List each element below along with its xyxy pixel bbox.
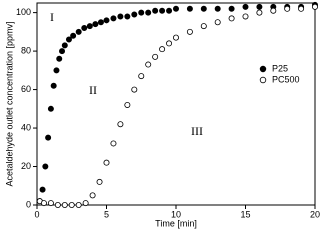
data-point (86, 23, 93, 30)
legend-marker (259, 76, 267, 84)
data-point (228, 15, 235, 22)
data-point (131, 86, 138, 93)
data-point (110, 140, 117, 147)
data-point (39, 186, 46, 193)
legend-label: PC500 (272, 74, 300, 84)
data-point (117, 121, 124, 128)
data-point (159, 46, 166, 53)
x-tick-label: 15 (240, 209, 250, 219)
data-point (159, 7, 166, 14)
y-axis-label: Acetaldehyde outlet concentration [ppmv] (4, 21, 14, 186)
data-point (256, 3, 263, 10)
data-point (53, 67, 60, 74)
data-point (70, 32, 77, 39)
data-point (65, 36, 72, 43)
data-point (54, 201, 61, 208)
x-tick-label: 0 (34, 209, 39, 219)
y-tick-label: 100 (16, 7, 31, 17)
data-point (42, 163, 49, 170)
data-point (97, 19, 104, 26)
data-point (124, 101, 131, 108)
data-point (214, 5, 221, 12)
data-point (166, 40, 173, 47)
data-point (110, 15, 117, 22)
data-point (242, 3, 249, 10)
data-point (61, 42, 68, 49)
data-point (59, 48, 66, 55)
data-point (152, 53, 159, 60)
data-point (172, 5, 179, 12)
data-point (242, 13, 249, 20)
legend-label: P25 (272, 63, 288, 73)
data-point (117, 13, 124, 20)
x-tick-label: 20 (310, 209, 320, 219)
data-point (200, 5, 207, 12)
data-point (311, 3, 318, 10)
data-point (131, 11, 138, 18)
data-point (214, 19, 221, 26)
data-point (270, 7, 277, 14)
annotation: II (89, 83, 97, 97)
y-tick-label: 0 (26, 199, 31, 209)
data-point (68, 201, 75, 208)
data-point (103, 17, 110, 24)
data-point (186, 28, 193, 35)
data-point (40, 200, 47, 207)
y-tick-label: 60 (21, 84, 31, 94)
y-tick-label: 20 (21, 161, 31, 171)
data-point (256, 9, 263, 16)
data-point (47, 105, 54, 112)
data-point (152, 7, 159, 14)
data-point (50, 82, 57, 89)
data-point (61, 201, 68, 208)
data-point (45, 134, 52, 141)
data-point (75, 28, 82, 35)
data-point (284, 5, 291, 12)
data-point (96, 178, 103, 185)
y-tick-label: 40 (21, 122, 31, 132)
data-point (200, 23, 207, 30)
data-point (166, 7, 173, 14)
data-point (75, 201, 82, 208)
data-point (47, 200, 54, 207)
data-point (186, 5, 193, 12)
annotation: III (191, 124, 203, 138)
data-point (92, 21, 99, 28)
x-tick-label: 10 (171, 209, 181, 219)
data-point (145, 61, 152, 68)
data-point (298, 5, 305, 12)
legend-marker (259, 65, 267, 73)
data-point (228, 5, 235, 12)
y-tick-label: 80 (21, 45, 31, 55)
data-point (89, 192, 96, 199)
annotation: I (50, 10, 54, 24)
chart: Time [min] Acetaldehyde outlet concentra… (4, 1, 320, 228)
data-point (138, 9, 145, 16)
data-point (56, 55, 63, 62)
data-point (124, 13, 131, 20)
data-point (81, 25, 88, 32)
data-point (138, 73, 145, 80)
data-point (172, 34, 179, 41)
data-point (82, 200, 89, 207)
data-point (103, 159, 110, 166)
data-point (145, 9, 152, 16)
x-tick-label: 5 (104, 209, 109, 219)
x-axis-label: Time [min] (155, 218, 197, 228)
